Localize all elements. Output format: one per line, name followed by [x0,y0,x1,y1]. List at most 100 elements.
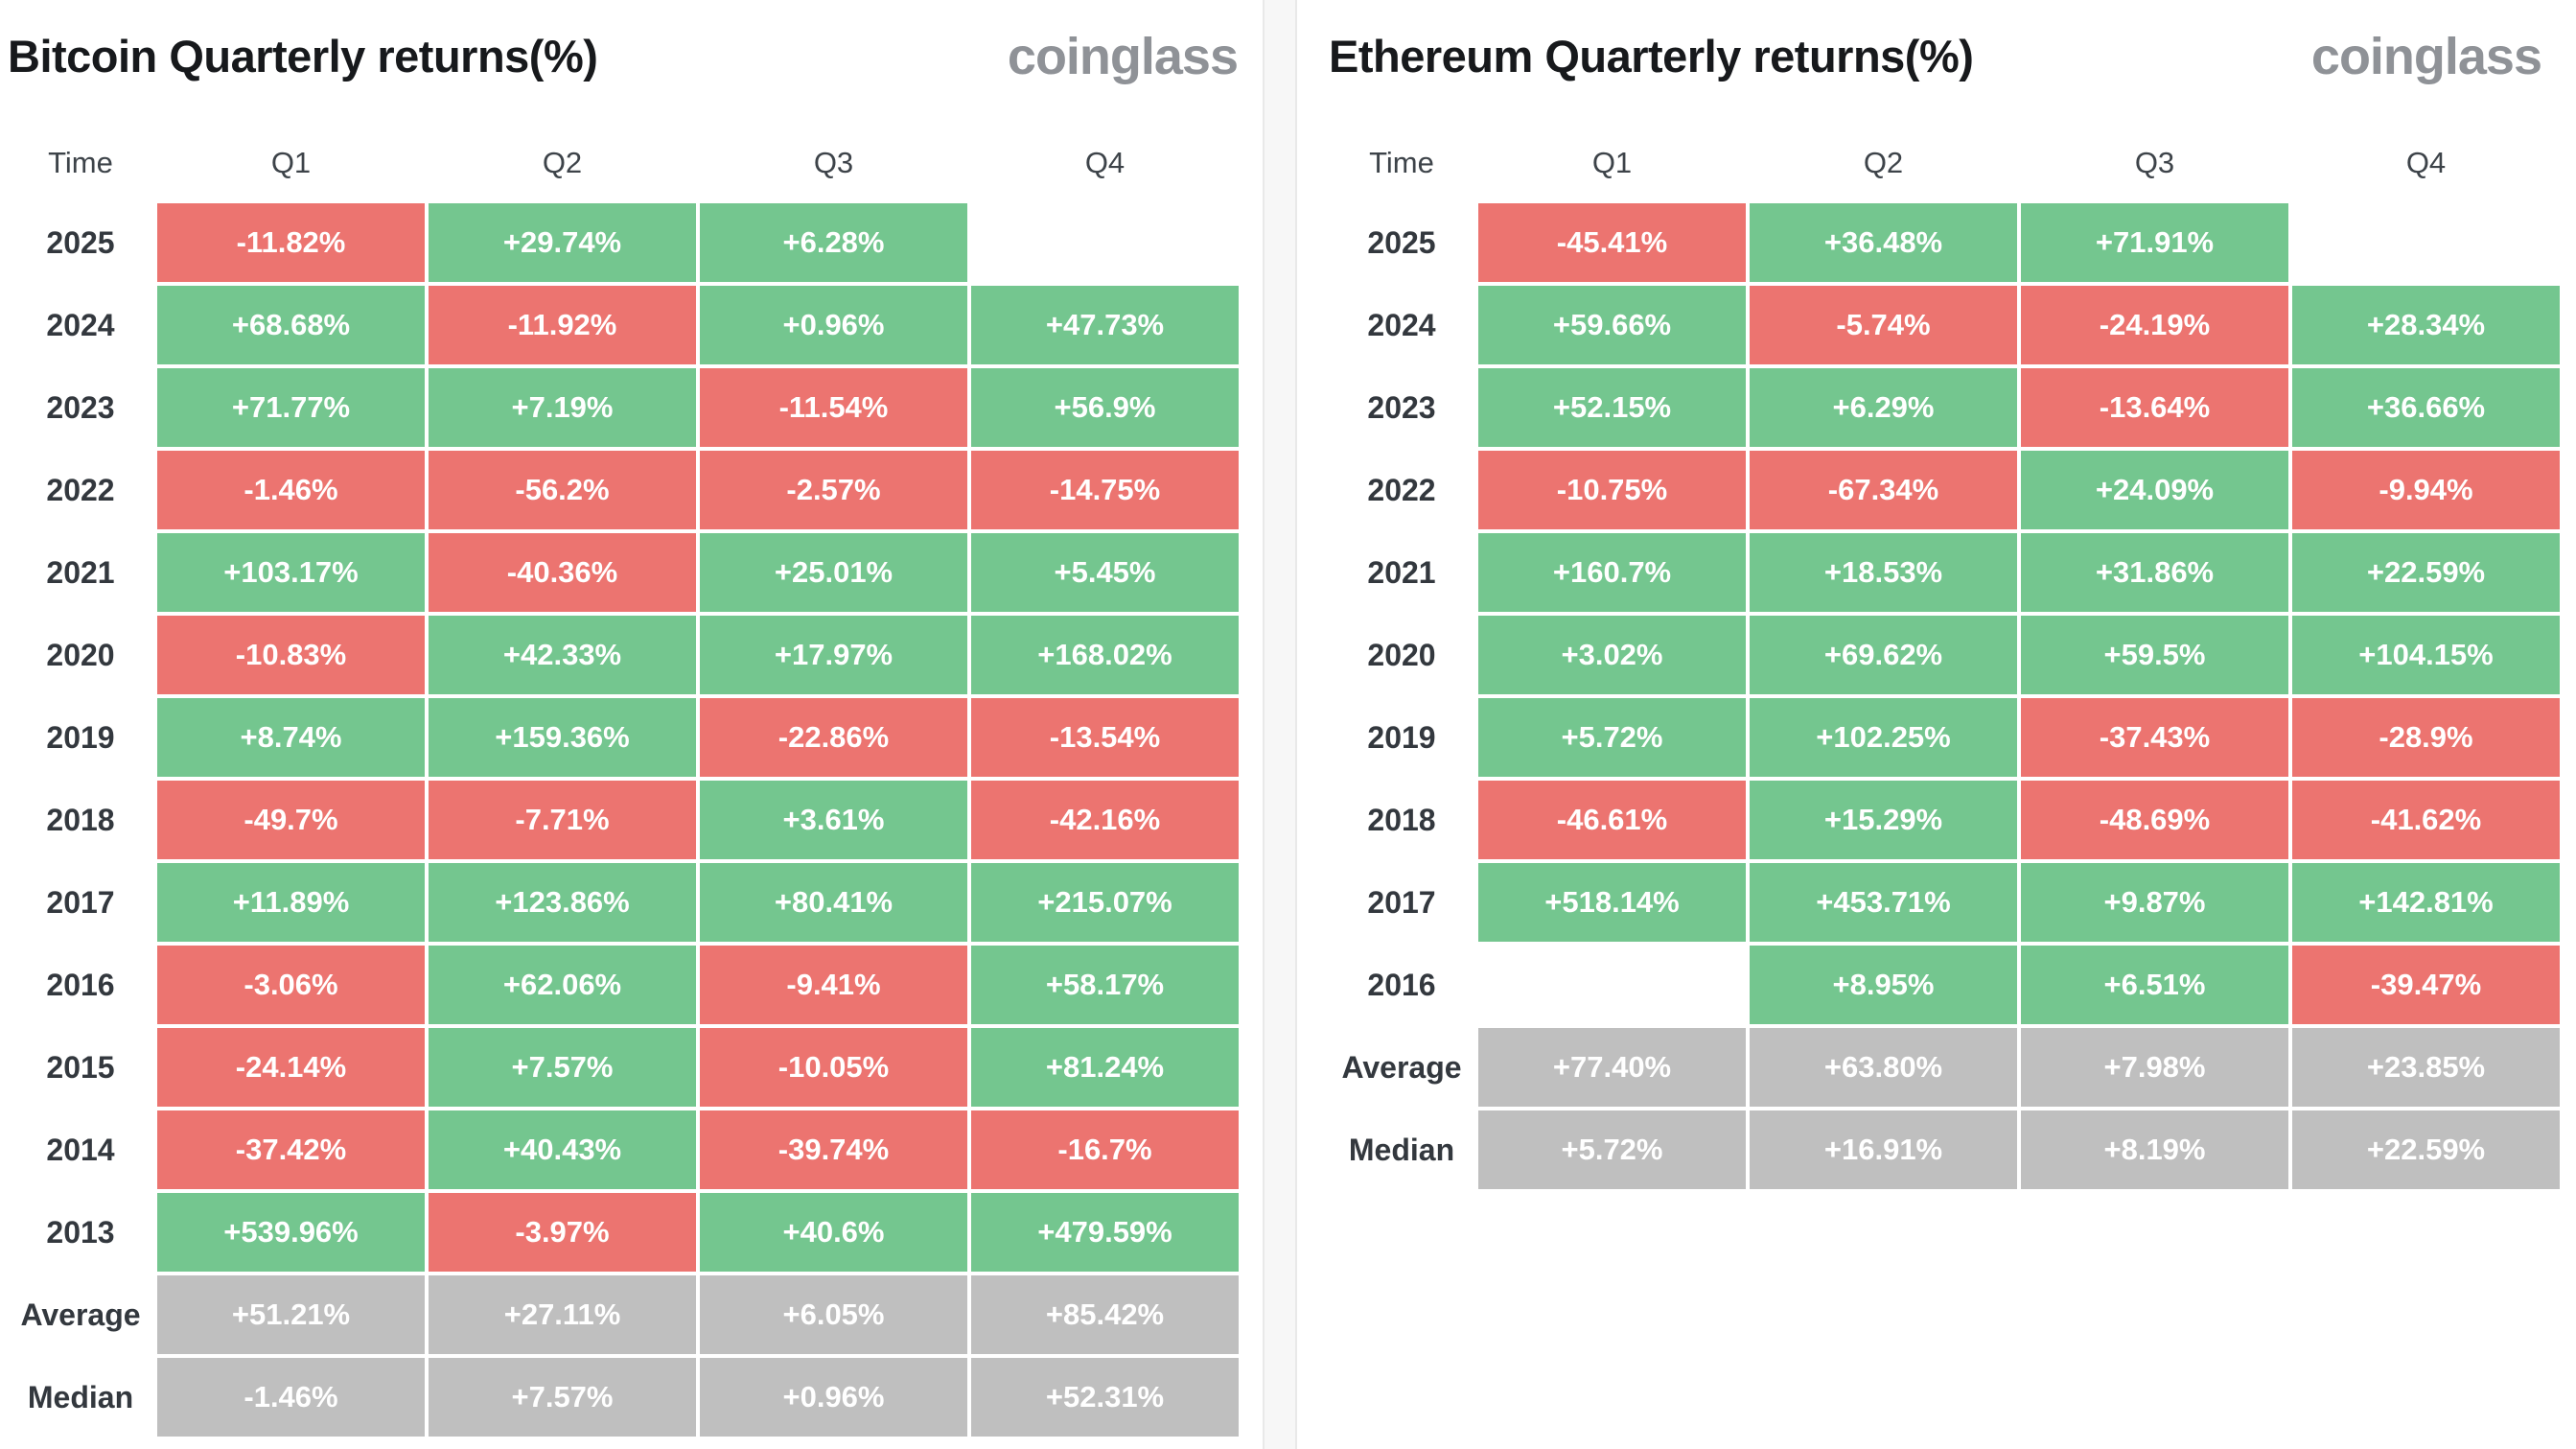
return-cell [1478,946,1746,1024]
bitcoin-returns-panel: Bitcoin Quarterly returns(%) coinglass T… [0,0,1263,1449]
row-label: 2021 [1367,554,1436,590]
return-cell: +123.86% [429,863,696,942]
return-cell: +69.62% [1750,616,2017,694]
time-column-header: Time [48,146,113,179]
row-label: 2016 [1367,967,1436,1002]
return-cell: -2.57% [700,451,967,529]
return-cell: +36.66% [2292,368,2560,447]
return-cell: +42.33% [429,616,696,694]
returns-table: 2025 -11.82% +29.74% +6.28% 2024 +68.68% -11.9… [8,203,1263,1437]
return-cell: -40.36% [429,533,696,612]
return-cell: +62.06% [429,946,696,1024]
quarter-column-header: Q1 [270,146,312,179]
return-cell: +159.36% [429,698,696,777]
return-cell: -3.06% [157,946,425,1024]
return-cell: +52.15% [1478,368,1746,447]
table-header-row: Time Q1 Q2 Q3 Q4 [1329,123,2576,203]
table-header-row: Time Q1 Q2 Q3 Q4 [8,123,1263,203]
quarter-column-header: Q2 [1863,146,1904,179]
return-cell: +29.74% [429,203,696,282]
row-label: 2017 [46,884,115,920]
return-cell: +59.66% [1478,286,1746,364]
row-label: 2022 [1367,472,1436,507]
row-label: 2016 [46,967,115,1002]
row-label: 2018 [1367,802,1436,837]
return-cell: +453.71% [1750,863,2017,942]
row-label: 2021 [46,554,115,590]
return-cell: -9.94% [2292,451,2560,529]
return-cell: +160.7% [1478,533,1746,612]
return-cell: +28.34% [2292,286,2560,364]
return-cell: -13.64% [2021,368,2288,447]
return-cell: +17.97% [700,616,967,694]
return-cell: -24.19% [2021,286,2288,364]
return-cell: -22.86% [700,698,967,777]
return-cell: +36.48% [1750,203,2017,282]
return-cell: +18.53% [1750,533,2017,612]
return-cell: +9.87% [2021,863,2288,942]
return-cell: +7.19% [429,368,696,447]
return-cell: -42.16% [971,781,1239,859]
return-cell: +27.11% [429,1275,696,1354]
row-label: Median [27,1379,134,1414]
row-label: 2025 [46,224,115,260]
return-cell: +8.19% [2021,1110,2288,1189]
return-cell: +52.31% [971,1358,1239,1437]
return-cell: +142.81% [2292,863,2560,942]
row-label: 2019 [46,719,115,755]
coinglass-logo: coinglass [1007,28,1239,85]
row-label: Median [1348,1132,1455,1167]
row-label: 2014 [46,1132,115,1167]
row-label: 2023 [1367,389,1436,425]
return-cell: +40.43% [429,1110,696,1189]
return-cell: +5.45% [971,533,1239,612]
return-cell: +59.5% [2021,616,2288,694]
return-cell: +8.95% [1750,946,2017,1024]
return-cell: +102.25% [1750,698,2017,777]
return-cell: +56.9% [971,368,1239,447]
return-cell: +6.05% [700,1275,967,1354]
return-cell: -9.41% [700,946,967,1024]
return-cell: +51.21% [157,1275,425,1354]
quarter-column-header: Q4 [1084,146,1126,179]
row-label: 2025 [1367,224,1436,260]
return-cell: +47.73% [971,286,1239,364]
return-cell: -41.62% [2292,781,2560,859]
return-cell: -45.41% [1478,203,1746,282]
return-cell [971,203,1239,282]
return-cell: +63.80% [1750,1028,2017,1107]
return-cell: -49.7% [157,781,425,859]
return-cell: -11.82% [157,203,425,282]
return-cell: +16.91% [1750,1110,2017,1189]
row-label: 2023 [46,389,115,425]
return-cell: +71.91% [2021,203,2288,282]
row-label: 2024 [46,307,115,342]
return-cell: +11.89% [157,863,425,942]
return-cell: -14.75% [971,451,1239,529]
return-cell: +0.96% [700,286,967,364]
quarter-column-header: Q3 [2134,146,2175,179]
return-cell: +7.57% [429,1358,696,1437]
return-cell: +0.96% [700,1358,967,1437]
return-cell: -13.54% [971,698,1239,777]
return-cell: +22.59% [2292,533,2560,612]
return-cell: +7.98% [2021,1028,2288,1107]
return-cell: -11.54% [700,368,967,447]
return-cell: +6.28% [700,203,967,282]
return-cell: -28.9% [2292,698,2560,777]
return-cell: -5.74% [1750,286,2017,364]
return-cell: +22.59% [2292,1110,2560,1189]
return-cell: +71.77% [157,368,425,447]
return-cell: -10.83% [157,616,425,694]
return-cell: +8.74% [157,698,425,777]
return-cell: +23.85% [2292,1028,2560,1107]
return-cell: +25.01% [700,533,967,612]
quarter-column-header: Q1 [1591,146,1633,179]
coinglass-logo: coinglass [2310,28,2542,85]
page-title: Bitcoin Quarterly returns(%) [8,31,598,82]
row-label: 2017 [1367,884,1436,920]
return-cell: +215.07% [971,863,1239,942]
return-cell: +3.02% [1478,616,1746,694]
return-cell: +479.59% [971,1193,1239,1272]
panel-header: Bitcoin Quarterly returns(%) coinglass [8,0,1263,88]
